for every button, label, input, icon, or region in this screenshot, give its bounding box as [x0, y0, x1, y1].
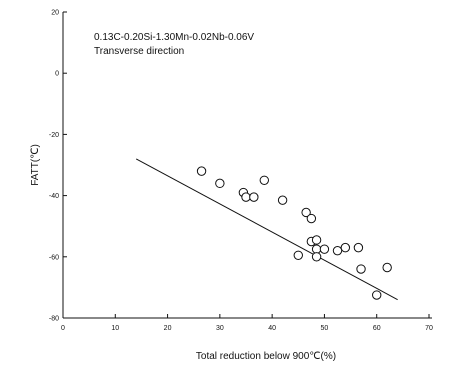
- data-point: [293, 250, 303, 260]
- data-point: [340, 242, 351, 253]
- data-point: [382, 262, 392, 273]
- data-point: [241, 192, 251, 202]
- data-point: [277, 195, 288, 205]
- data-point: [249, 192, 259, 202]
- x-axis-title: Total reduction below 900℃(%): [196, 351, 336, 362]
- data-point: [332, 245, 343, 256]
- y-axis-title: FATT(℃): [30, 144, 41, 186]
- data-point: [353, 242, 364, 253]
- data-point: [215, 178, 225, 189]
- y-tick-label: -60: [49, 254, 59, 261]
- data-point: [311, 235, 322, 245]
- annotation-composition: 0.13C-0.20Si-1.30Mn-0.02Nb-0.06V: [94, 32, 254, 43]
- data-point: [301, 207, 311, 218]
- data-points: [196, 166, 392, 300]
- data-point: [372, 290, 382, 300]
- annotation-direction: Transverse direction: [94, 46, 184, 57]
- x-tick-label: 50: [321, 325, 329, 332]
- data-point: [311, 252, 322, 262]
- x-tick-label: 10: [111, 325, 119, 332]
- data-point: [259, 175, 269, 186]
- x-tick-group: 0 10 20 30 40 50 60 70: [61, 314, 433, 332]
- x-tick-label: 70: [425, 325, 433, 332]
- y-tick-label: -80: [49, 316, 59, 323]
- x-tick-label: 40: [268, 325, 276, 332]
- trend-line: [135, 158, 398, 301]
- y-tick-label: 0: [55, 71, 59, 78]
- y-tick-label: -20: [49, 132, 59, 139]
- data-point: [306, 213, 317, 224]
- x-tick-label: 60: [373, 325, 381, 332]
- y-tick-group: 20 0 -20 -40 -60 -80: [49, 10, 67, 323]
- data-point: [311, 244, 322, 254]
- data-point: [196, 166, 207, 176]
- data-point: [356, 264, 366, 274]
- x-tick-label: 20: [164, 325, 172, 332]
- data-point: [319, 244, 330, 254]
- y-tick-label: 20: [51, 10, 59, 17]
- y-tick-label: -40: [49, 193, 59, 200]
- x-tick-label: 0: [61, 325, 65, 332]
- x-tick-label: 30: [216, 325, 224, 332]
